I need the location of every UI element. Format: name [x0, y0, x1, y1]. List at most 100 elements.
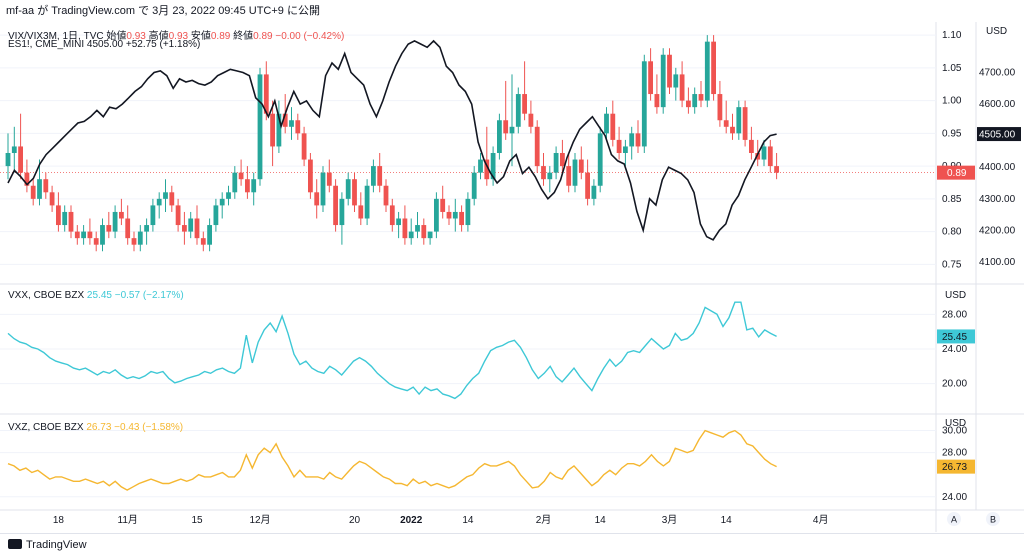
candle — [471, 166, 477, 206]
candle-body — [730, 126, 735, 134]
candle-body — [282, 113, 288, 127]
vxx-axis-tick: 24.00 — [942, 344, 967, 355]
candle-body — [471, 172, 477, 199]
vxx-symbol: VXX, CBOE BZX — [8, 290, 85, 301]
candle — [427, 231, 433, 245]
candle — [396, 211, 401, 239]
candle — [226, 185, 231, 206]
candle — [490, 146, 496, 186]
candle-body — [692, 94, 698, 108]
candle — [112, 205, 118, 239]
vxz-change: −0.43 (−1.58%) — [114, 422, 184, 433]
es-axis-tick: 4700.00 — [979, 68, 1016, 79]
candle-body — [232, 172, 238, 193]
b-button-bg[interactable] — [986, 512, 1000, 526]
candle — [774, 153, 779, 180]
auto-scale-label: A — [951, 515, 957, 525]
candle-body — [270, 113, 275, 147]
candle — [667, 48, 672, 95]
candle-body — [182, 225, 187, 232]
candle-body — [333, 185, 338, 226]
candle-body — [616, 139, 622, 153]
candle — [308, 153, 313, 199]
ga-particle: が — [37, 5, 49, 17]
candle-body — [251, 179, 257, 193]
candle — [497, 113, 502, 160]
ratio-open-label: 始値 — [106, 31, 127, 42]
candle-body — [560, 153, 565, 167]
candle — [578, 146, 584, 180]
candle-body — [320, 172, 326, 206]
tradingview-logo-icon — [8, 539, 22, 549]
candle-body — [226, 192, 231, 199]
candle-body — [106, 225, 112, 232]
vxx-last-price-tag: 25.45 — [937, 329, 975, 344]
candle — [43, 172, 49, 199]
ratio-high-value: 0.93 — [168, 31, 189, 42]
candle-body — [314, 192, 320, 206]
candle — [219, 192, 225, 219]
candle — [188, 211, 194, 239]
auto-scale-button-bg[interactable] — [947, 512, 961, 526]
candle-body — [389, 205, 395, 226]
candle-body — [345, 179, 351, 199]
ratio-close-value: 0.89 — [253, 31, 273, 42]
footer-brand: TradingView — [26, 539, 87, 551]
candle — [276, 100, 282, 153]
candle — [623, 139, 628, 167]
vxx-line — [7, 301, 777, 400]
vxz-value: 26.73 — [86, 422, 112, 433]
candle — [761, 139, 767, 167]
candle-body — [144, 225, 149, 232]
candle — [566, 153, 572, 193]
candle — [459, 205, 464, 232]
chart-frame[interactable]: 1.101.051.000.950.900.850.800.754700.004… — [0, 22, 1024, 532]
es-axis-tick: 4200.00 — [979, 225, 1016, 236]
de-particle: で — [138, 5, 150, 17]
candle-body — [43, 179, 49, 193]
candle — [333, 179, 338, 232]
candle — [534, 120, 540, 173]
chart-canvas[interactable]: 1.101.051.000.950.900.850.800.754700.004… — [0, 22, 1024, 532]
candle — [289, 107, 294, 140]
candle — [654, 74, 660, 114]
candle-body — [484, 159, 490, 180]
candle-body — [578, 159, 584, 173]
b-button[interactable]: B — [986, 512, 1000, 526]
auto-scale-button[interactable]: A — [947, 512, 961, 526]
candle — [125, 205, 131, 245]
candle-body — [289, 120, 294, 127]
vxx-last-price-text: 25.45 — [942, 332, 967, 343]
candle — [207, 218, 212, 252]
candle — [257, 67, 263, 186]
candle-body — [169, 192, 175, 206]
vxz-legend: VXZ, CBOE BZX 26.73 −0.43 (−1.58%) — [8, 422, 183, 433]
candle-body — [434, 198, 439, 232]
candle — [163, 179, 168, 212]
candle-body — [352, 179, 357, 206]
candle — [610, 100, 616, 147]
candle-body — [74, 231, 80, 239]
ratio-low-label: 安値 — [190, 31, 211, 42]
candle-body — [276, 113, 282, 147]
candle — [673, 67, 679, 101]
es-last-price-tag: 4505.00 — [977, 127, 1021, 142]
candle-body — [37, 179, 42, 199]
candle — [484, 126, 490, 186]
candle-body — [679, 74, 685, 101]
candle-body — [641, 61, 647, 147]
ratio-axis-tick: 0.80 — [942, 227, 962, 238]
candle-body — [68, 211, 74, 232]
candle — [660, 48, 666, 114]
candle-body — [566, 166, 572, 186]
ratio-axis-tick: 1.00 — [942, 96, 962, 107]
candle — [194, 205, 200, 245]
candle-body — [408, 231, 414, 239]
candle — [452, 198, 458, 232]
candle — [434, 192, 439, 239]
candle — [245, 166, 250, 199]
candle-body — [371, 166, 376, 186]
candle — [371, 159, 376, 193]
candle-body — [515, 94, 521, 127]
candle-body — [339, 198, 345, 226]
